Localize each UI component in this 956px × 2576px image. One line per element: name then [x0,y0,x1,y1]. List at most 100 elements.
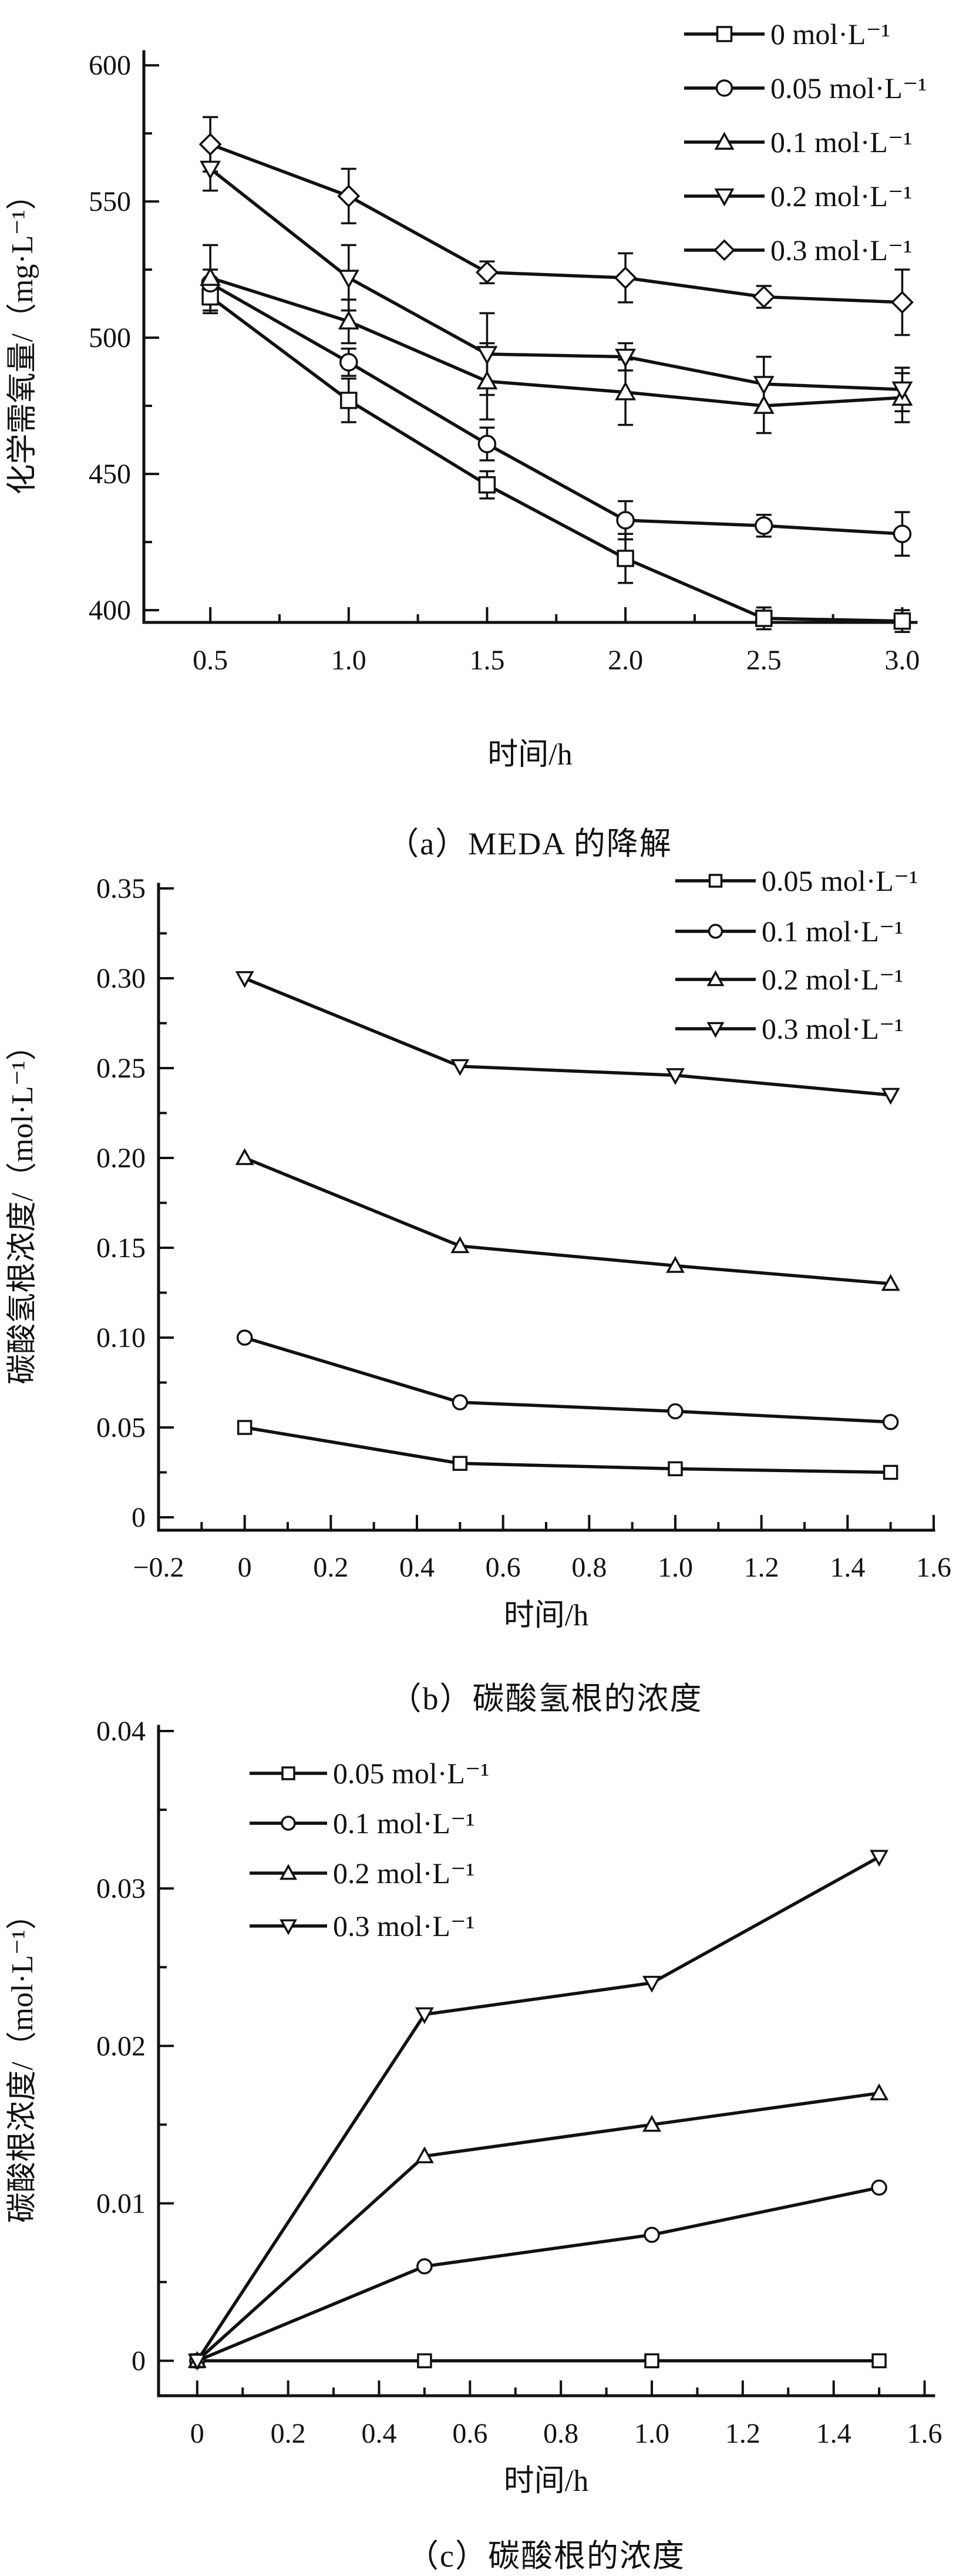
circle-marker [755,516,773,536]
square-marker [893,612,911,630]
x-axis-label: 时间/h [504,2464,588,2498]
triangle-up-marker [450,1236,470,1254]
y-tick-label: 600 [89,50,131,81]
x-tick-label: 3.0 [884,645,920,676]
triangle-down-marker [666,1068,685,1085]
square-marker [644,2353,659,2369]
triangle-up-marker [870,2083,889,2100]
chart-b-ticks [157,887,935,1530]
y-tick-label: 0 [132,2345,146,2376]
circle-marker [616,511,635,530]
circle-marker [893,524,912,543]
triangle-down-marker [642,1975,661,1993]
legend-label: 0.2 mol·L⁻¹ [333,1857,474,1890]
chart-c-lines [196,1856,880,2363]
square-marker [716,26,733,42]
x-tick-label: 1.6 [907,2418,942,2449]
triangle-up-marker [235,1148,254,1166]
y-tick-label: 0.05 [96,1412,146,1443]
triangle-down-marker [200,160,221,180]
square-marker [478,476,496,494]
circle-marker [477,435,497,453]
legend-label: 0.3 mol·L⁻¹ [333,1910,474,1942]
chart-b-caption: （b）碳酸氢根的浓度 [389,1681,703,1716]
chart-a-lines [209,143,903,623]
legend-label: 0.05 mol·L⁻¹ [333,1757,489,1790]
square-marker [452,1456,468,1471]
circle-marker [644,2227,660,2243]
triangle-up-marker [666,1255,685,1273]
y-axis-label: 化学需氧量/（mg·L⁻¹） [6,179,39,494]
chart-c-legend: 0.05 mol·L⁻¹ 0.1 mol·L⁻¹ 0.2 mol·L⁻¹ 0.3 mo… [250,1757,489,1942]
chart-b-markers [235,971,900,1480]
square-marker [755,610,773,627]
legend-label: 0.3 mol·L⁻¹ [762,1012,903,1045]
chart-c-ticks [159,1730,926,2396]
diamond-marker [752,285,776,309]
triangle-down-marker [235,971,254,988]
x-tick-label: 0.6 [452,2418,487,2449]
y-tick-label: 0.25 [96,1053,146,1084]
chart-c-markers [187,1850,889,2371]
triangle-down-marker [187,2353,207,2371]
diamond-marker [890,291,914,314]
circle-marker [416,2258,433,2275]
x-tick-label: 2.5 [746,645,782,676]
triangle-down-marker [753,376,775,395]
triangle-up-marker [642,2114,661,2132]
x-axis-label: 时间/h [504,1599,588,1632]
triangle-up-marker [706,970,725,986]
y-tick-label: 0.01 [96,2188,146,2219]
chart-c-canvas: 0 0.2 0.4 0.6 0.8 1.0 1.2 1.4 1.6 0 0.01 0.02 0.03 0.… [6,1716,942,2498]
chart-b-canvas: −0.2 0 0.2 0.4 0.6 0.8 1.0 1.2 1.4 1.6 0 0.05 0.10 0.… [6,864,951,1632]
y-tick-label: 0.35 [96,873,146,904]
circle-marker [715,79,733,97]
series-line-0.3 mol·L⁻¹ [196,1856,880,2362]
square-marker [871,2353,887,2369]
x-tick-label: 0.6 [486,1552,521,1583]
triangle-up-marker [415,2146,434,2164]
circle-marker [339,353,358,372]
x-tick-label: 0.4 [361,2418,396,2449]
triangle-up-marker [753,395,775,414]
triangle-down-marker [615,348,637,368]
chart-b-legend: 0.05 mol·L⁻¹ 0.1 mol·L⁻¹ 0.2 mol·L⁻¹ 0.3 mo… [675,864,918,1045]
triangle-down-marker [338,270,359,289]
square-marker [668,1461,683,1477]
series-line-0.05 mol·L⁻¹ [244,1426,891,1474]
diamond-marker [614,266,637,289]
triangle-down-marker [706,1022,725,1038]
chart-c-tick-labels: 0 0.2 0.4 0.6 0.8 1.0 1.2 1.4 1.6 0 0.01 0.02 0.03 0.… [96,1716,942,2449]
diamond-marker [198,133,222,156]
legend-label: 0 mol·L⁻¹ [770,18,890,50]
y-tick-label: 0.30 [96,963,146,994]
x-tick-label: 1.2 [725,2418,760,2449]
x-tick-label: 0.8 [543,2418,578,2449]
triangle-down-marker [415,2007,434,2025]
x-tick-label: −0.2 [133,1552,184,1583]
chart-a-legend: 0 mol·L⁻¹ 0.05 mol·L⁻¹ 0.1 mol·L⁻¹ 0.2 mol·… [684,18,927,267]
y-axis-label: 碳酸氢根浓度/（mol·L⁻¹） [6,1030,39,1384]
triangle-down-marker [450,1059,470,1076]
triangle-down-marker [280,1919,297,1935]
circle-marker [281,1816,296,1831]
y-tick-label: 0.20 [96,1143,146,1174]
y-tick-label: 550 [89,186,131,217]
chart-b-lines [244,976,891,1474]
chart-a-caption: （a）MEDA 的降解 [387,826,672,861]
x-tick-label: 1.0 [658,1552,693,1583]
legend-label: 0.05 mol·L⁻¹ [762,864,918,897]
triangle-up-marker [200,267,221,286]
chart-c-axis-labels: 时间/h 碳酸根浓度/（mol·L⁻¹） [6,1899,588,2498]
chart-b-axis-labels: 时间/h 碳酸氢根浓度/（mol·L⁻¹） [6,1030,588,1632]
series-line-0.2 mol·L⁻¹ [244,1156,891,1285]
series-line-0.2 mol·L⁻¹ [209,167,903,392]
x-tick-label: 0.2 [271,2418,306,2449]
x-tick-label: 0 [190,2418,204,2449]
diamond-marker [475,261,499,284]
x-tick-label: 1.2 [744,1552,779,1583]
square-marker [708,874,723,888]
chart-c-caption: （c）碳酸根的浓度 [407,2538,685,2574]
y-tick-label: 0 [132,1502,146,1533]
